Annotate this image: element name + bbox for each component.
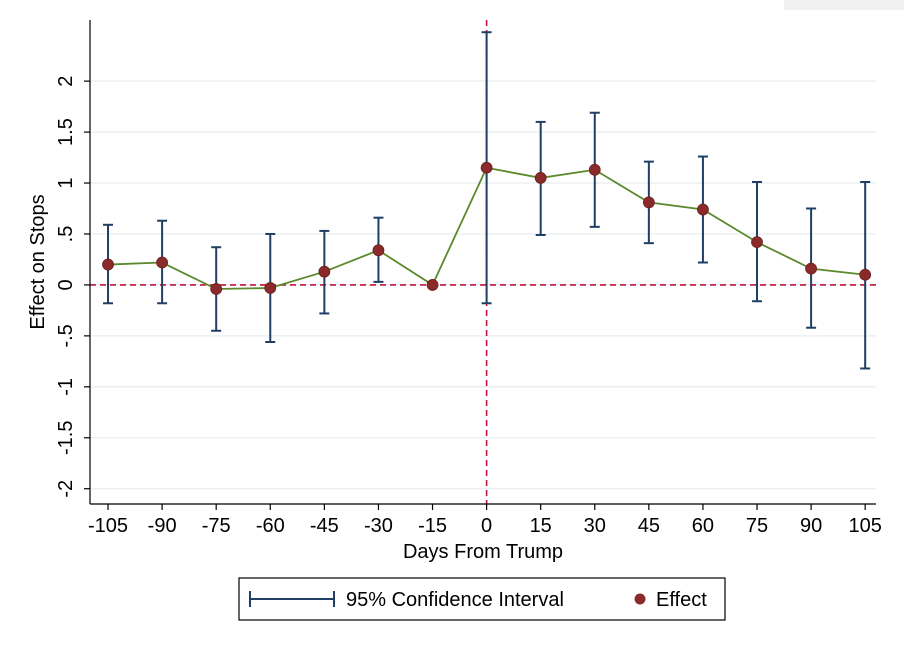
effect-point — [210, 283, 223, 295]
x-tick-label: 75 — [746, 515, 768, 537]
effect-point — [372, 244, 385, 257]
x-tick-label: 105 — [848, 515, 881, 537]
x-tick-label: -60 — [256, 515, 285, 537]
x-tick-label: 90 — [800, 515, 822, 537]
legend: 95% Confidence Interval Effect — [238, 577, 726, 621]
window-shadow — [784, 0, 904, 10]
axes — [89, 20, 876, 505]
legend-effect-label: Effect — [656, 589, 707, 611]
effect-point — [318, 265, 331, 278]
y-tick-label: -.5 — [55, 324, 77, 347]
effect-point — [264, 282, 277, 294]
effect-point — [480, 161, 493, 174]
effect-points — [102, 161, 872, 295]
chart-background — [0, 10, 904, 650]
x-tick-label: 30 — [584, 515, 606, 537]
effect-point — [534, 172, 547, 184]
legend-effect-swatch — [634, 593, 646, 605]
x-tick-label: -45 — [310, 515, 339, 537]
x-tick-label: -105 — [88, 515, 128, 537]
y-tick-label: -2 — [55, 480, 77, 498]
effect-point — [156, 256, 169, 269]
x-tick-label: 60 — [692, 515, 714, 537]
effect-point — [102, 258, 114, 271]
legend-ci-swatch — [249, 591, 335, 607]
x-tick-label: 15 — [530, 515, 552, 537]
y-tick-label: .5 — [55, 226, 77, 243]
y-axis-title: Effect on Stops — [27, 194, 49, 329]
effect-point — [588, 163, 601, 176]
x-tick-label: -75 — [202, 515, 231, 537]
x-tick-label: -15 — [418, 515, 447, 537]
effect-point — [805, 262, 818, 275]
effect-point — [426, 279, 439, 291]
effect-point — [751, 236, 763, 249]
x-ticks: -105 -90 -75 -60 -45 -30 -15 0 15 30 45 60 75 90 105 — [88, 504, 882, 537]
effect-point — [859, 268, 872, 281]
x-tick-label: 0 — [481, 515, 492, 537]
x-tick-label: 45 — [638, 515, 660, 537]
grid — [90, 80, 876, 490]
x-axis-title: Days From Trump — [403, 541, 563, 563]
legend-ci-label: 95% Confidence Interval — [346, 589, 564, 611]
y-tick-label: -1.5 — [55, 421, 77, 455]
y-tick-label: 1 — [55, 177, 77, 188]
effect-point — [697, 203, 709, 216]
x-tick-label: -30 — [364, 515, 393, 537]
y-tick-label: 2 — [55, 76, 77, 87]
effect-point — [642, 196, 655, 209]
x-tick-label: -90 — [148, 515, 177, 537]
y-tick-label: -1 — [55, 378, 77, 396]
y-ticks: -2 -1.5 -1 -.5 0 .5 1 1.5 2 — [55, 76, 90, 498]
y-tick-label: 1.5 — [55, 118, 77, 146]
y-tick-label: 0 — [55, 279, 77, 290]
